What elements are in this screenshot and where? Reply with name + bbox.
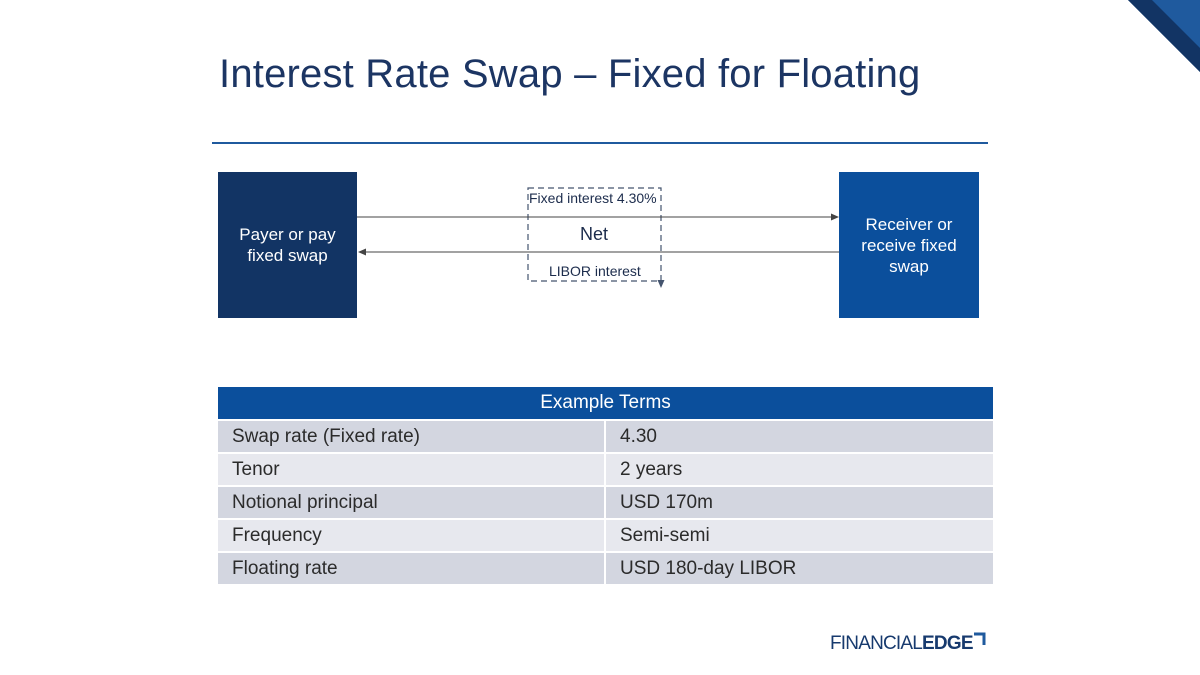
fixed-arrow-head <box>831 213 839 221</box>
page-title: Interest Rate Swap – Fixed for Floating <box>219 52 921 96</box>
net-label: Net <box>579 224 608 244</box>
payer-label: Payer or pay fixed swap <box>239 225 336 265</box>
example-terms-table: Example Terms Swap rate (Fixed rate) 4.3… <box>218 387 993 586</box>
term-value: USD 180-day LIBOR <box>604 552 993 586</box>
libor-interest-label: LIBOR interest <box>549 263 641 279</box>
term-value: 2 years <box>604 453 993 487</box>
logo-mark-icon <box>974 632 986 645</box>
table-row: Notional principal USD 170m <box>218 486 993 520</box>
table-header-row: Example Terms <box>218 387 993 421</box>
libor-arrow-head <box>358 248 366 256</box>
table-row: Swap rate (Fixed rate) 4.30 <box>218 420 993 454</box>
payer-box: Payer or pay fixed swap <box>218 172 357 318</box>
receiver-box: Receiver or receive fixed swap <box>839 172 979 318</box>
term-value: Semi-semi <box>604 519 993 553</box>
table-header: Example Terms <box>218 387 993 421</box>
term-label: Notional principal <box>218 486 605 520</box>
financial-edge-logo: FINANCIALEDGE <box>830 632 973 656</box>
table-row: Frequency Semi-semi <box>218 519 993 553</box>
term-value: 4.30 <box>604 420 993 454</box>
fixed-interest-label: Fixed interest 4.30% <box>529 190 657 206</box>
logo-text-financial: FINANCIAL <box>830 633 923 654</box>
term-label: Floating rate <box>218 552 605 586</box>
receiver-label: Receiver or receive fixed swap <box>861 214 957 276</box>
table-row: Floating rate USD 180-day LIBOR <box>218 552 993 586</box>
term-label: Tenor <box>218 453 605 487</box>
net-dashed-box <box>527 187 662 282</box>
logo-text-edge: EDGE <box>922 633 973 654</box>
table-row: Tenor 2 years <box>218 453 993 487</box>
net-box-arrow-head <box>657 280 665 288</box>
term-label: Swap rate (Fixed rate) <box>218 420 605 454</box>
title-divider <box>212 142 988 144</box>
term-label: Frequency <box>218 519 605 553</box>
term-value: USD 170m <box>604 486 993 520</box>
